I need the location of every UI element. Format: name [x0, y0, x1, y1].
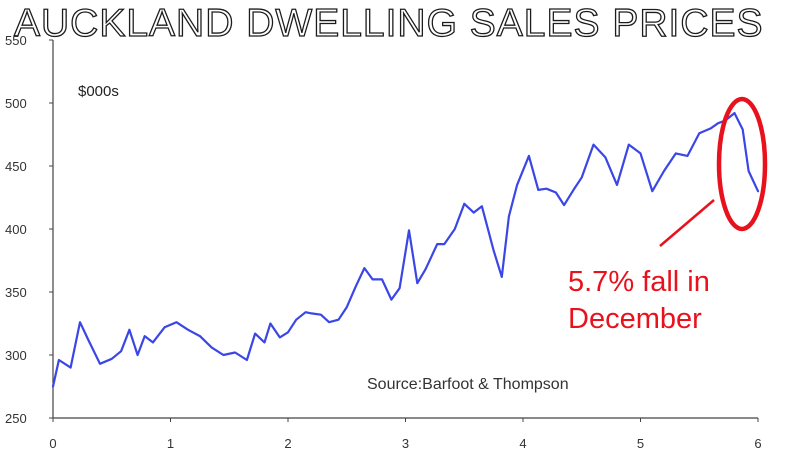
y-tick-label: 350 — [5, 285, 27, 300]
y-tick-label: 250 — [5, 411, 27, 426]
x-tick-label: 4 — [519, 436, 526, 451]
y-tick-label: 300 — [5, 348, 27, 363]
chart-title: AUCKLAND DWELLING SALES PRICES — [14, 2, 764, 45]
series-line — [51, 111, 760, 388]
source-label: Source:Barfoot & Thompson — [367, 376, 569, 393]
annotation-line-2: December — [568, 303, 702, 335]
y-tick-label: 550 — [5, 33, 27, 48]
x-tick-label: 5 — [637, 436, 644, 451]
x-axis-ticks: 0 1 2 3 4 5 6 — [49, 418, 762, 451]
axes — [52, 40, 758, 419]
y-tick-label: 500 — [5, 96, 27, 111]
annotation-pointer — [659, 199, 715, 247]
unit-label: $000s — [78, 83, 119, 100]
y-tick-label: 450 — [5, 159, 27, 174]
x-tick-label: 2 — [284, 436, 291, 451]
x-tick-label: 3 — [402, 436, 409, 451]
plot-area — [51, 111, 760, 388]
x-tick-label: 0 — [49, 436, 56, 451]
x-tick-label: 6 — [754, 436, 761, 451]
annotation: 5.7% fall in December — [568, 96, 768, 335]
highlight-ellipse — [716, 96, 768, 232]
annotation-text: 5.7% fall in December — [568, 266, 718, 335]
y-axis-ticks: 250 300 350 400 450 500 550 — [5, 33, 53, 426]
x-tick-label: 1 — [167, 436, 174, 451]
y-tick-label: 400 — [5, 222, 27, 237]
annotation-line-1: 5.7% fall in — [568, 266, 710, 298]
